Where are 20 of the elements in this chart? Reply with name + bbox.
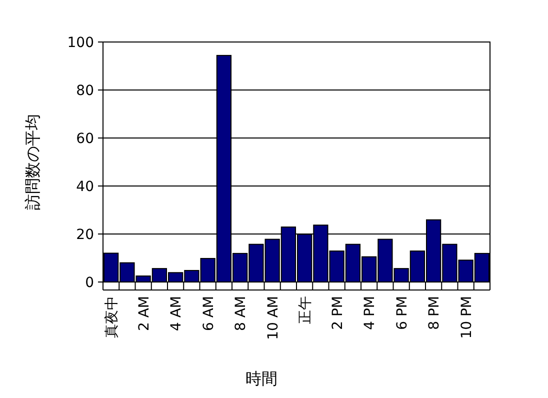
x-tick-label: 4 PM — [362, 296, 378, 330]
x-tick-label: 正午 — [298, 296, 314, 324]
y-tick-label: 40 — [76, 179, 94, 195]
y-tick-label: 0 — [85, 275, 94, 291]
x-tick-label: 10 AM — [265, 296, 282, 340]
x-tick-label: 8 PM — [426, 296, 443, 330]
y-tick-label: 60 — [76, 131, 94, 147]
x-tick-label: 8 AM — [233, 296, 250, 332]
x-tick-label: 2 PM — [330, 296, 346, 330]
y-axis-title: 訪問数の平均 — [23, 114, 42, 210]
x-tick-label: 4 AM — [168, 296, 185, 332]
y-tick-label: 20 — [76, 227, 94, 243]
x-tick-label: 6 AM — [200, 296, 217, 332]
x-tick-label: 2 AM — [136, 296, 152, 332]
y-tick-label: 100 — [67, 35, 94, 51]
x-axis-title: 時間 — [246, 369, 278, 388]
x-tick-label: 10 PM — [458, 296, 475, 339]
x-tick-label: 6 PM — [394, 296, 410, 330]
x-tick-label: 真夜中 — [104, 296, 120, 338]
y-tick-label: 80 — [76, 83, 94, 99]
